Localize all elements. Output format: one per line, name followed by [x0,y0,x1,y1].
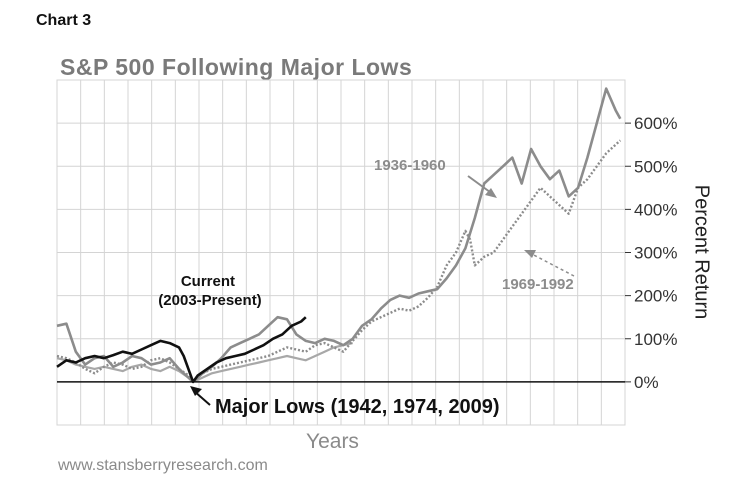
annotation-major-lows: Major Lows (1942, 1974, 2009) [215,396,500,418]
y-tick-label: 500% [634,157,677,176]
grid [56,79,626,426]
chart-title: S&P 500 Following Major Lows [60,54,413,80]
series-lines [56,87,622,384]
y-tick-label: 200% [634,287,677,306]
series-line-lower-gray [56,342,353,383]
axes: 0% 100% 200% 300% 400% 500% 600% [57,114,677,392]
annotation-1936-1960: 1936-1960 [374,157,446,174]
x-axis-label: Years [306,430,359,453]
y-tick-label: 300% [634,244,677,263]
arrow-1969-head [524,250,536,258]
series-line-1969-1992 [56,139,622,384]
annotations: Current (2003-Present) 1936-1960 1969-19… [158,157,575,418]
y-tick-label: 100% [634,330,677,349]
y-axis-label: Percent Return [690,184,713,320]
y-tick-label: 400% [634,200,677,219]
series-line-current-2003-present- [56,316,307,384]
series-line-1936-1960 [56,87,622,384]
arrow-lows-head [190,386,202,396]
chart-caption: Chart 3 [36,12,92,29]
annotation-1969-1992: 1969-1992 [502,276,574,293]
annotation-current: Current (2003-Present) [158,273,261,309]
source-url: www.stansberryresearch.com [58,457,268,474]
y-tick-label: 600% [634,114,677,133]
y-tick-label: 0% [634,373,659,392]
arrow-1969 [527,251,575,277]
arrow-1936-head [485,188,497,198]
